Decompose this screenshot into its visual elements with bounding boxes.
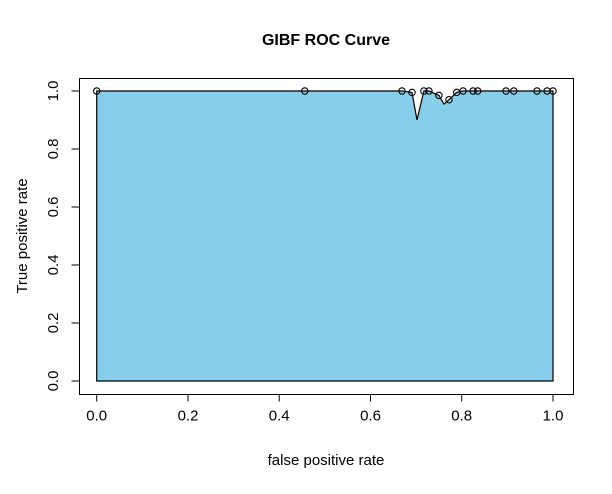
x-tick-label: 0.2 <box>178 408 199 425</box>
x-axis-title: false positive rate <box>267 452 385 469</box>
data-point-marker <box>445 95 453 104</box>
x-tick-label: 0.0 <box>86 408 107 425</box>
data-point-marker <box>398 87 406 95</box>
y-tick-label: 0.2 <box>45 313 62 334</box>
data-point-marker <box>420 87 428 95</box>
data-point-marker <box>502 87 510 95</box>
data-point-marker <box>425 87 433 95</box>
data-point-marker <box>510 87 518 95</box>
y-tick-label: 0.0 <box>45 371 62 392</box>
data-point-marker <box>435 91 443 100</box>
y-tick-label: 0.6 <box>45 197 62 218</box>
data-point-marker <box>92 87 101 95</box>
x-tick-label: 0.8 <box>451 408 472 425</box>
data-point-marker <box>459 87 467 95</box>
data-point-marker <box>301 87 309 95</box>
y-axis-title: True positive rate <box>14 178 31 294</box>
x-tick-label: 0.4 <box>269 408 290 425</box>
y-tick-label: 1.0 <box>45 81 62 102</box>
chart-title: GIBF ROC Curve <box>261 32 390 49</box>
data-point-marker <box>549 87 557 95</box>
x-tick-label: 0.6 <box>360 408 381 425</box>
data-point-marker <box>469 87 477 95</box>
data-point-marker <box>473 87 482 95</box>
data-point-marker <box>533 87 541 95</box>
plot-box <box>79 78 574 395</box>
y-tick-label: 0.4 <box>45 255 62 276</box>
x-tick-label: 1.0 <box>543 408 564 425</box>
y-tick-label: 0.8 <box>45 139 62 160</box>
roc-area-polygon <box>96 90 554 382</box>
data-point-marker <box>408 88 416 97</box>
